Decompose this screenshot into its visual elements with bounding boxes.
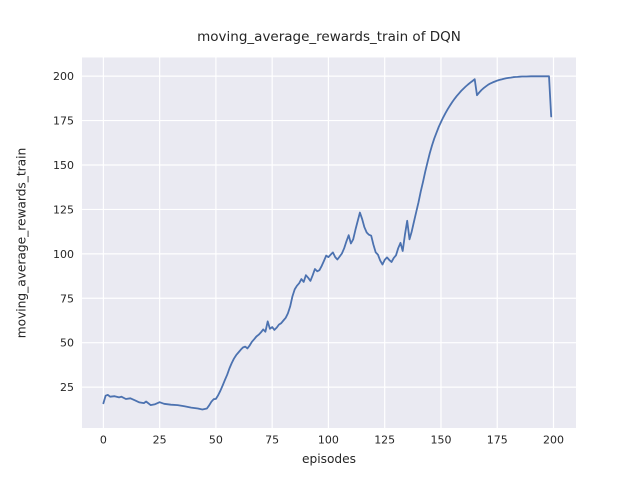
- y-tick-label: 75: [60, 292, 74, 305]
- x-tick-label: 25: [153, 434, 167, 447]
- y-axis-label: moving_average_rewards_train: [14, 147, 28, 338]
- y-tick-label: 150: [53, 159, 74, 172]
- x-tick-label: 150: [430, 434, 451, 447]
- series-line-dqn: [102, 75, 553, 411]
- y-tick-label: 125: [53, 203, 74, 216]
- x-tick-label: 100: [318, 434, 339, 447]
- y-tick-label: 100: [53, 248, 74, 261]
- x-tick-label: 200: [543, 434, 564, 447]
- x-axis-label: episodes: [301, 452, 356, 466]
- x-tick-label: 175: [487, 434, 508, 447]
- y-tick-label: 25: [60, 381, 74, 394]
- x-tick-label: 75: [265, 434, 279, 447]
- x-tick-label: 0: [100, 434, 107, 447]
- x-tick-label: 50: [209, 434, 223, 447]
- x-tick-label: 125: [374, 434, 395, 447]
- chart-title: moving_average_rewards_train of DQN: [197, 29, 461, 45]
- y-tick-label: 50: [60, 337, 74, 350]
- y-tick-label: 175: [53, 115, 74, 128]
- y-axis-label-box: moving_average_rewards_train: [4, 57, 38, 428]
- y-tick-label: 200: [53, 70, 74, 83]
